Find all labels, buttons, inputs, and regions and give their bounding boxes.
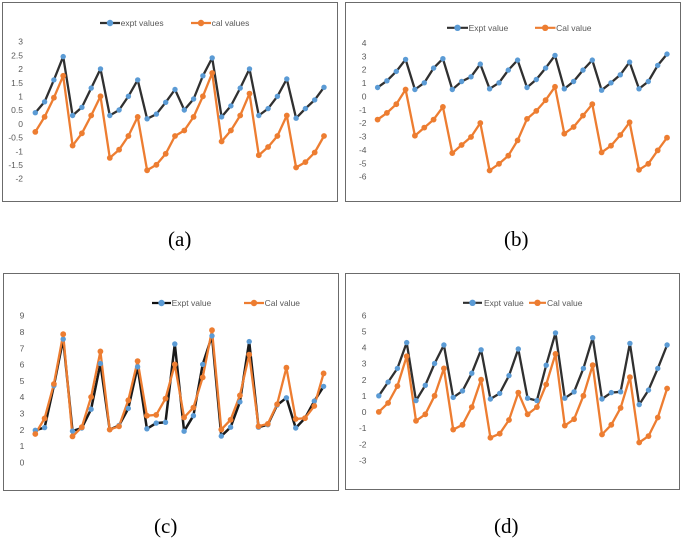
svg-text:-1: -1 (359, 105, 367, 115)
svg-text:0: 0 (18, 119, 23, 129)
svg-text:3: 3 (362, 359, 367, 369)
svg-text:-3: -3 (359, 456, 367, 466)
svg-text:-1: -1 (15, 146, 23, 156)
svg-text:-2: -2 (359, 118, 367, 128)
svg-text:2.5: 2.5 (11, 50, 23, 60)
svg-text:-3: -3 (359, 132, 367, 142)
svg-text:6: 6 (362, 310, 367, 320)
svg-text:2: 2 (20, 425, 25, 435)
svg-text:Expt value: Expt value (469, 23, 509, 33)
svg-text:5: 5 (362, 327, 367, 337)
svg-text:1: 1 (20, 441, 25, 451)
svg-text:0: 0 (362, 91, 367, 101)
svg-text:0.5: 0.5 (11, 105, 23, 115)
svg-text:2: 2 (362, 65, 367, 75)
svg-text:1: 1 (362, 391, 367, 401)
svg-text:-1: -1 (359, 423, 367, 433)
svg-text:7: 7 (20, 343, 25, 353)
svg-text:0: 0 (20, 457, 25, 467)
svg-text:0: 0 (362, 407, 367, 417)
svg-text:5: 5 (20, 376, 25, 386)
svg-text:-2: -2 (15, 174, 23, 184)
svg-text:3: 3 (18, 37, 23, 47)
svg-text:-6: -6 (359, 172, 367, 182)
svg-text:-0.5: -0.5 (8, 133, 23, 143)
svg-text:Cal value: Cal value (556, 23, 592, 33)
svg-text:-4: -4 (359, 145, 367, 155)
svg-text:4: 4 (20, 392, 25, 402)
svg-text:3: 3 (20, 409, 25, 419)
svg-text:cal values: cal values (212, 18, 250, 28)
svg-text:-5: -5 (359, 158, 367, 168)
svg-text:Cal value: Cal value (547, 298, 583, 308)
svg-text:Expt value: Expt value (484, 298, 524, 308)
svg-text:2: 2 (18, 64, 23, 74)
svg-text:2: 2 (362, 375, 367, 385)
svg-text:Expt value: Expt value (172, 298, 212, 308)
svg-text:1: 1 (18, 92, 23, 102)
svg-text:3: 3 (362, 51, 367, 61)
svg-text:4: 4 (362, 38, 367, 48)
svg-text:1: 1 (362, 78, 367, 88)
svg-text:6: 6 (20, 360, 25, 370)
svg-text:8: 8 (20, 327, 25, 337)
svg-text:-2: -2 (359, 439, 367, 449)
svg-text:1.5: 1.5 (11, 78, 23, 88)
svg-text:Cal value: Cal value (265, 298, 301, 308)
svg-text:-1.5: -1.5 (8, 160, 23, 170)
svg-text:4: 4 (362, 343, 367, 353)
svg-text:9: 9 (20, 311, 25, 321)
svg-text:expt values: expt values (121, 18, 164, 28)
